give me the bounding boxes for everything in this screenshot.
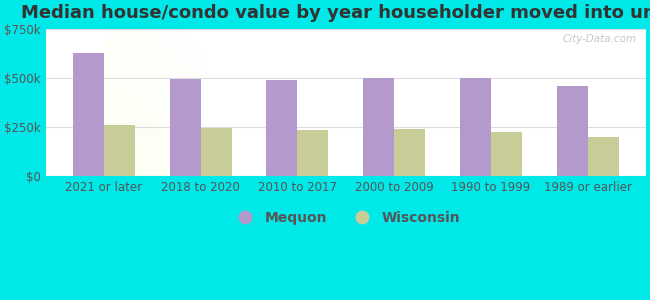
Bar <box>170 79 201 176</box>
Legend: Mequon, Wisconsin: Mequon, Wisconsin <box>226 205 465 230</box>
Text: City-Data.com: City-Data.com <box>563 34 637 44</box>
Bar <box>201 128 231 176</box>
Bar <box>104 124 135 176</box>
Bar <box>394 129 425 176</box>
Bar <box>297 130 328 176</box>
Bar <box>73 53 104 176</box>
Bar <box>588 137 619 176</box>
Bar <box>491 132 522 176</box>
Bar <box>266 80 297 176</box>
Title: Median house/condo value by year householder moved into unit: Median house/condo value by year househo… <box>21 4 650 22</box>
Bar <box>460 79 491 176</box>
Bar <box>557 86 588 176</box>
Bar <box>363 78 394 176</box>
